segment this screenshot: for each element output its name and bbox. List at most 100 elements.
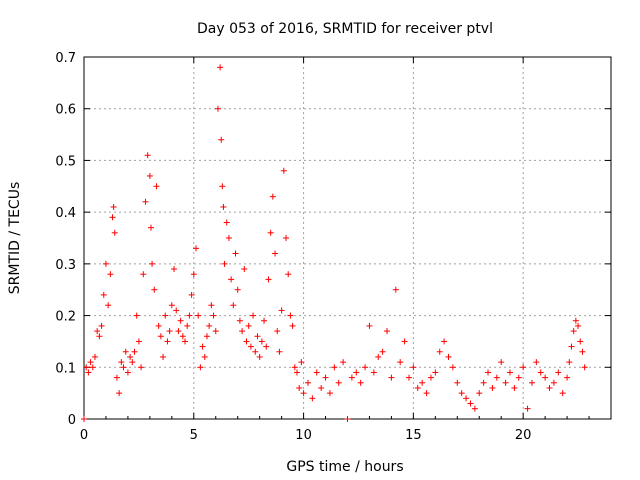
- data-point: [274, 328, 281, 335]
- x-tick-label: 15: [405, 428, 422, 443]
- data-point: [155, 322, 162, 329]
- data-point: [247, 343, 254, 350]
- data-point: [357, 379, 364, 386]
- data-point: [184, 322, 191, 329]
- data-point: [263, 343, 270, 350]
- data-point: [135, 338, 142, 345]
- data-point: [223, 219, 230, 226]
- data-point: [245, 322, 252, 329]
- data-point: [87, 359, 94, 366]
- data-point: [258, 338, 265, 345]
- y-tick-label: 0.7: [55, 51, 76, 66]
- data-point: [140, 271, 147, 278]
- data-point: [581, 364, 588, 371]
- data-point: [454, 379, 461, 386]
- data-point: [269, 193, 276, 200]
- data-point: [195, 312, 202, 319]
- data-point: [261, 317, 268, 324]
- data-points: [81, 64, 588, 422]
- y-tick-label: 0.3: [55, 258, 76, 273]
- data-point: [243, 338, 250, 345]
- data-point: [182, 338, 189, 345]
- data-point: [221, 260, 228, 267]
- data-point: [318, 384, 325, 391]
- data-point: [568, 343, 575, 350]
- data-point: [296, 384, 303, 391]
- data-point: [116, 390, 123, 397]
- data-point: [109, 214, 116, 221]
- data-point: [157, 333, 164, 340]
- data-point: [96, 333, 103, 340]
- axis-ticks: 0 5 10 15 20 0 0.1 0.2 0.3 0.4 0.5 0.6 0.7: [55, 51, 611, 443]
- data-point: [344, 416, 351, 422]
- data-point: [219, 183, 226, 190]
- data-point: [298, 359, 305, 366]
- data-point: [313, 369, 320, 376]
- data-point: [283, 235, 290, 241]
- y-tick-label: 0.1: [55, 361, 76, 376]
- data-point: [142, 198, 149, 205]
- data-point: [208, 302, 215, 309]
- data-point: [120, 364, 127, 371]
- data-point: [278, 307, 285, 314]
- data-point: [201, 353, 208, 360]
- data-point: [190, 271, 197, 278]
- data-point: [467, 400, 474, 407]
- data-point: [414, 384, 421, 391]
- data-point: [149, 260, 156, 267]
- data-point: [493, 374, 500, 381]
- data-point: [144, 152, 151, 159]
- data-point: [147, 224, 154, 231]
- data-point: [353, 369, 360, 376]
- data-point: [199, 343, 206, 350]
- data-point: [291, 364, 298, 371]
- data-point: [550, 379, 557, 386]
- data-point: [498, 359, 505, 366]
- data-point: [566, 359, 573, 366]
- data-point: [122, 348, 129, 355]
- data-point: [331, 364, 338, 371]
- data-point: [480, 379, 487, 386]
- data-point: [83, 364, 90, 371]
- data-point: [98, 322, 105, 329]
- data-point: [362, 364, 369, 371]
- data-point: [335, 379, 342, 386]
- data-point: [572, 317, 579, 324]
- data-point: [85, 369, 92, 376]
- data-point: [232, 250, 239, 257]
- data-point: [162, 312, 169, 319]
- data-point: [300, 390, 307, 397]
- x-tick-label: 20: [515, 428, 532, 443]
- data-point: [206, 322, 213, 329]
- data-point: [524, 405, 531, 412]
- data-point: [577, 338, 584, 345]
- data-point: [197, 364, 204, 371]
- data-point: [449, 364, 456, 371]
- y-tick-label: 0: [68, 413, 76, 428]
- data-point: [471, 405, 478, 412]
- data-point: [256, 353, 263, 360]
- data-point: [127, 353, 134, 360]
- grid-lines: [84, 57, 611, 419]
- data-point: [192, 245, 199, 252]
- data-point: [177, 317, 184, 324]
- data-point: [489, 384, 496, 391]
- data-point: [186, 312, 193, 319]
- data-point: [179, 333, 186, 340]
- data-point: [218, 136, 225, 143]
- y-tick-label: 0.5: [55, 154, 76, 169]
- data-point: [388, 374, 395, 381]
- data-point: [228, 276, 235, 283]
- data-point: [432, 369, 439, 376]
- data-point: [212, 328, 219, 335]
- data-point: [463, 395, 470, 402]
- data-point: [160, 353, 167, 360]
- data-point: [94, 328, 101, 335]
- data-point: [105, 302, 112, 309]
- chart-title: Day 053 of 2016, SRMTID for receiver ptv…: [197, 21, 493, 37]
- data-point: [168, 302, 175, 309]
- data-point: [528, 379, 535, 386]
- data-point: [520, 364, 527, 371]
- data-point: [515, 374, 522, 381]
